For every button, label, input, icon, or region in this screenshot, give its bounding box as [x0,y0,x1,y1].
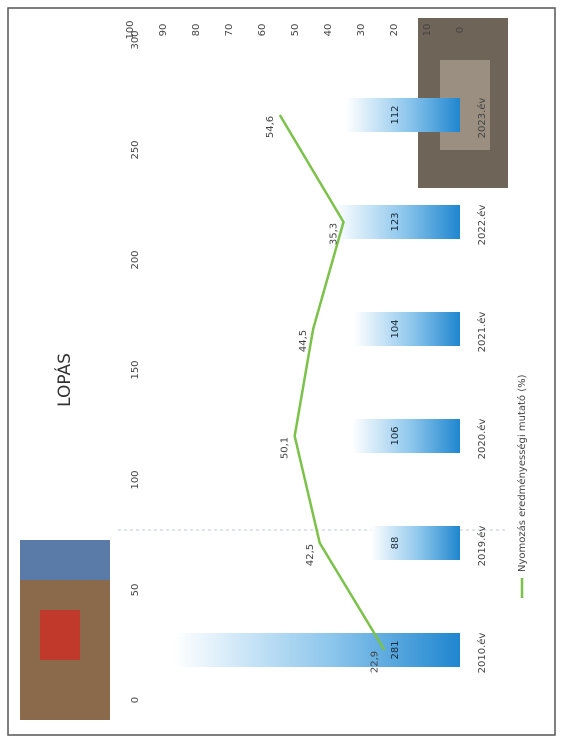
x-tick-label: 2021.év [476,312,488,353]
y-tick-label: 0 [130,697,141,703]
y-tick-label: 200 [130,250,141,269]
line-value-label: 35,3 [329,223,340,245]
y2-tick-label: 100 [125,20,136,39]
y2-tick-label: 60 [257,24,268,37]
y-tick-label: 50 [130,584,141,597]
y2-tick-label: 70 [224,24,235,37]
bar-value-label: 123 [390,212,401,231]
bar-value-label: 106 [390,426,401,445]
bar [346,98,460,132]
photo-shop-item [40,610,80,660]
x-tick-label: 2019.év [476,526,488,567]
bar-value-label: 112 [390,105,401,124]
bar-value-label: 88 [390,537,401,550]
line-value-label: 50,1 [280,437,291,459]
legend-label: Nyomozás eredményességi mutató (%) [516,374,528,572]
y2-tick-label: 80 [191,24,202,37]
y2-tick-label: 50 [290,24,301,37]
bar [334,205,460,239]
x-tick-label: 2020.év [476,419,488,460]
y2-tick-label: 0 [455,27,466,33]
y2-tick-label: 10 [422,24,433,37]
chart-title: LOPÁS [53,353,75,407]
y2-tick-label: 40 [323,24,334,37]
y2-tick-label: 90 [158,24,169,37]
x-tick-label: 2023.év [476,98,488,139]
line-series [278,114,386,651]
bar-value-label: 104 [390,319,401,338]
line-value-label: 42,5 [305,544,316,566]
y2-tick-label: 30 [356,24,367,37]
x-tick-label: 2022.év [476,205,488,246]
y2-tick-label: 20 [389,24,400,37]
line-value-label: 44,5 [298,330,309,352]
line-value-label: 54,6 [265,116,276,138]
bar [354,312,460,346]
bar [174,633,461,667]
bar-value-label: 281 [390,640,401,659]
bar [352,419,460,453]
y-tick-label: 150 [130,360,141,379]
y-tick-label: 100 [130,470,141,489]
photo-shop-shelf [20,540,110,580]
y-tick-label: 300 [130,30,141,49]
y-tick-label: 250 [130,140,141,159]
page-frame [7,7,556,736]
line-value-label: 22,9 [369,651,380,673]
bar [370,526,460,560]
x-tick-label: 2010.év [476,633,488,674]
